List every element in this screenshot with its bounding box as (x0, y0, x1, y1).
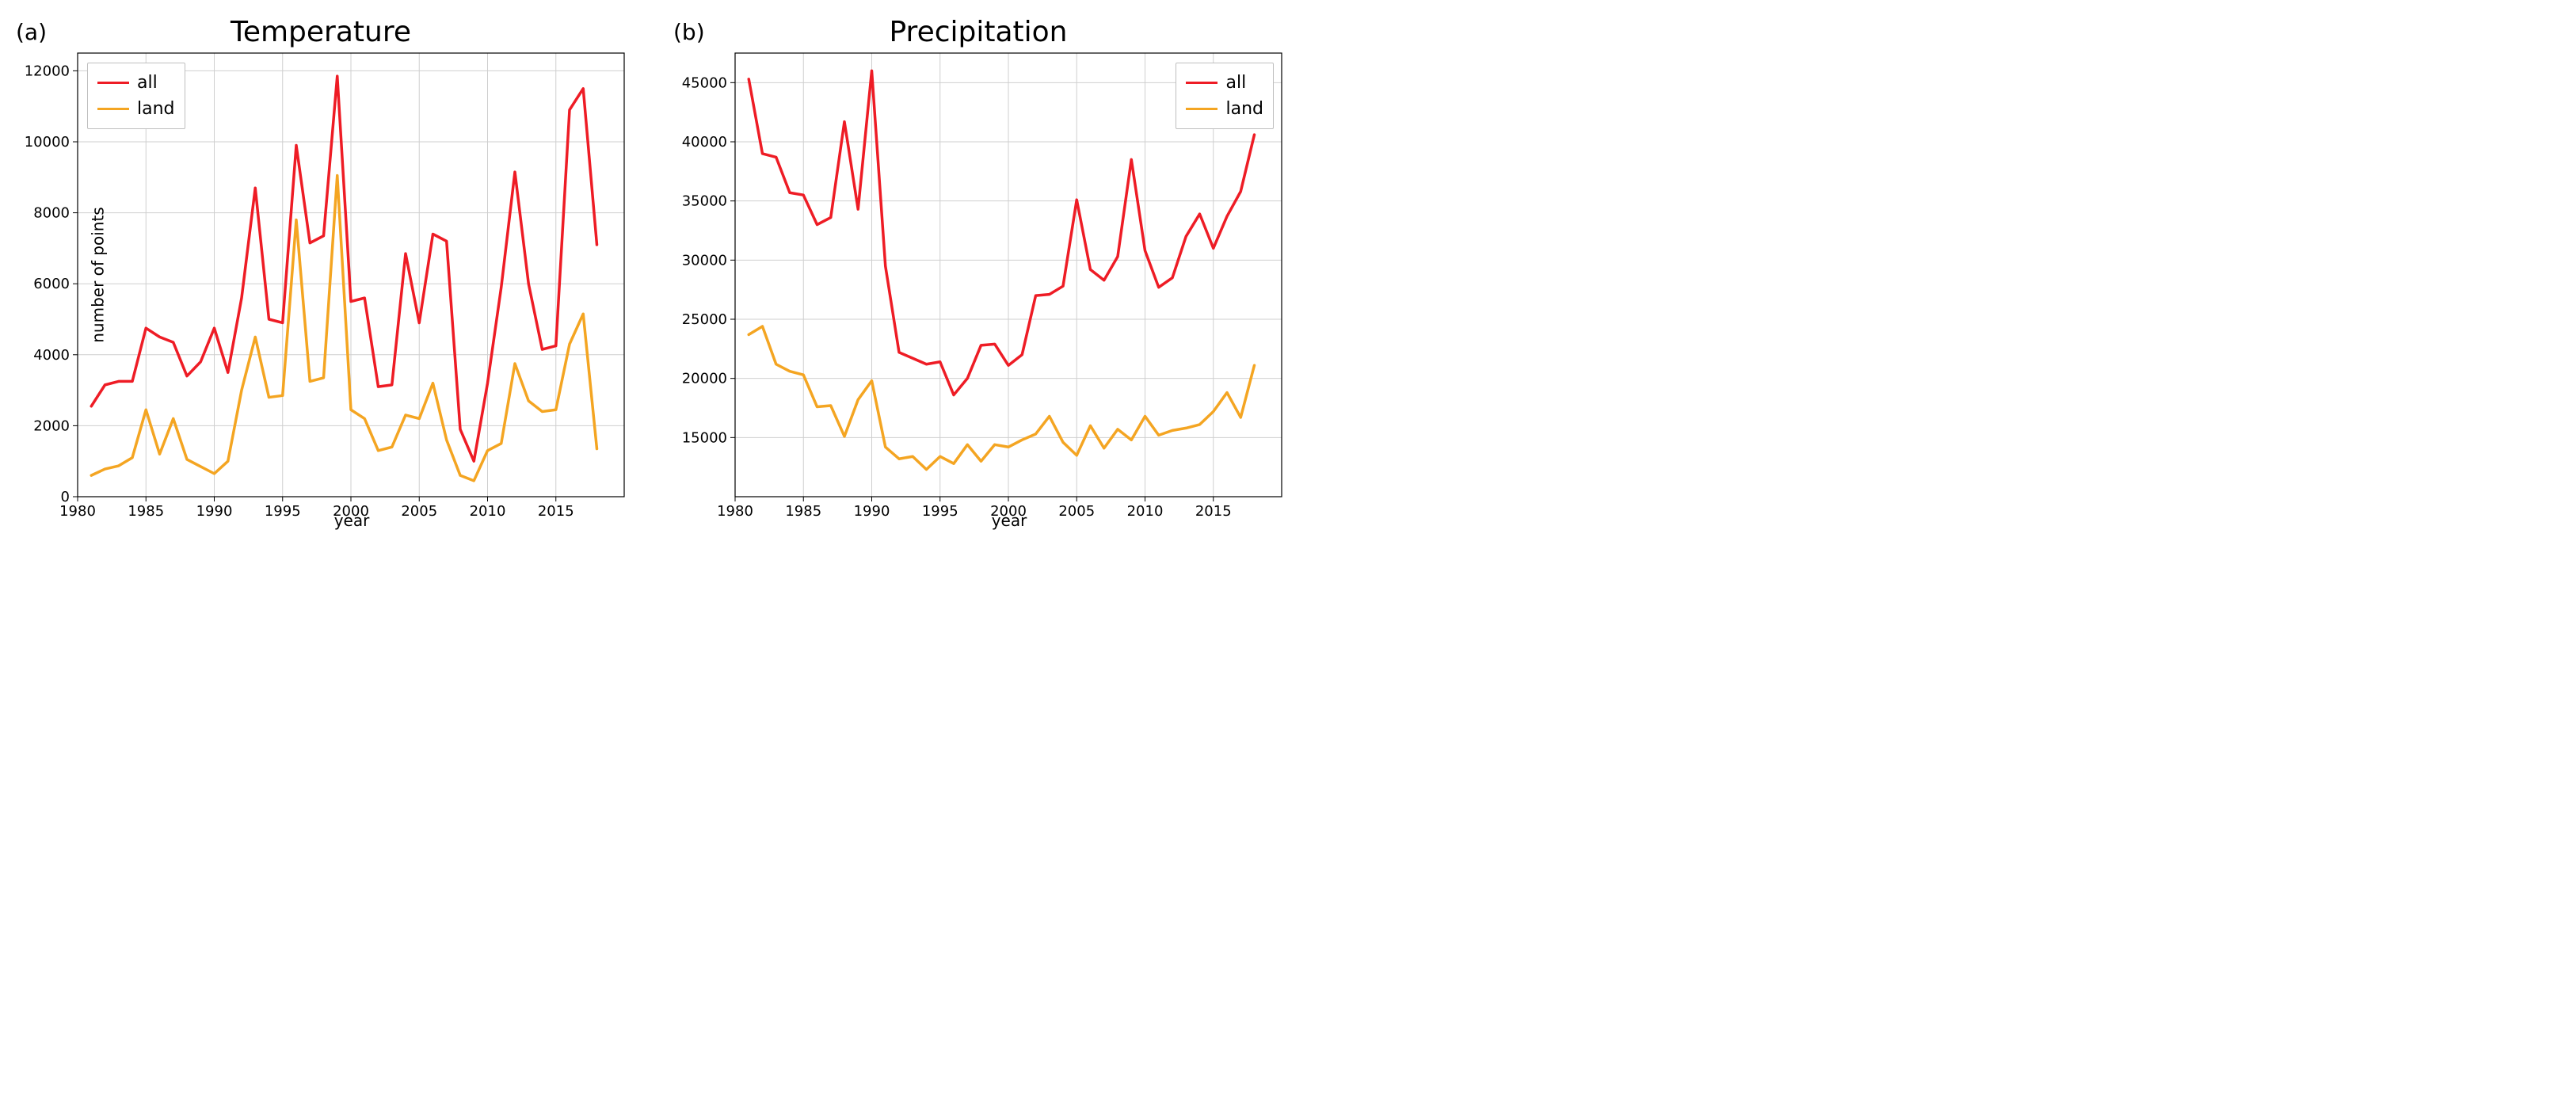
legend-item-all: all (97, 70, 175, 96)
xtick-label: 1995 (922, 503, 958, 520)
ytick-label: 4000 (33, 347, 70, 364)
legend-label: land (1225, 96, 1263, 122)
xtick-label: 2010 (1127, 503, 1164, 520)
ytick-label: 8000 (33, 205, 70, 222)
ytick-label: 12000 (25, 63, 70, 79)
panel-a-legend: allland (87, 63, 185, 129)
panel-a-plotwrap: number of points 19801985199019952000200… (78, 53, 626, 497)
legend-swatch-icon (1186, 82, 1218, 84)
legend-label: all (1225, 70, 1246, 96)
xtick-label: 1990 (854, 503, 890, 520)
ytick-label: 40000 (682, 134, 727, 151)
panel-b-xlabel: year (992, 511, 1027, 530)
ytick-label: 45000 (682, 74, 727, 91)
legend-swatch-icon (1186, 108, 1218, 110)
legend-label: land (137, 96, 175, 122)
ytick-label: 20000 (682, 371, 727, 387)
ytick-label: 2000 (33, 417, 70, 434)
panel-a-ylabel: number of points (89, 207, 108, 342)
panel-b-title: Precipitation (673, 16, 1283, 48)
legend-swatch-icon (97, 108, 129, 110)
panel-a: (a) Temperature number of points 1980198… (16, 16, 626, 533)
xtick-label: 2015 (1195, 503, 1232, 520)
legend-item-all: all (1186, 70, 1263, 96)
panel-b-label: (b) (673, 19, 705, 45)
ytick-label: 30000 (682, 252, 727, 269)
panel-b: (b) Precipitation 1980198519901995200020… (673, 16, 1283, 533)
panel-a-xlabel: year (334, 511, 370, 530)
ytick-label: 6000 (33, 276, 70, 292)
xtick-label: 2005 (1058, 503, 1095, 520)
legend-item-land: land (1186, 96, 1263, 122)
xtick-label: 2010 (470, 503, 506, 520)
ytick-label: 25000 (682, 311, 727, 328)
series-all (91, 76, 596, 461)
xtick-label: 1995 (265, 503, 301, 520)
legend-item-land: land (97, 96, 175, 122)
legend-label: all (137, 70, 158, 96)
xtick-label: 1985 (785, 503, 821, 520)
xtick-label: 1980 (717, 503, 753, 520)
panel-a-title: Temperature (16, 16, 626, 48)
xtick-label: 1990 (196, 503, 233, 520)
xtick-label: 2005 (401, 503, 437, 520)
ytick-label: 10000 (25, 134, 70, 151)
panel-a-label: (a) (16, 19, 47, 45)
panel-b-plotwrap: 1980198519901995200020052010201515000200… (735, 53, 1283, 497)
xtick-label: 1980 (59, 503, 96, 520)
ytick-label: 15000 (682, 429, 727, 446)
ytick-label: 35000 (682, 193, 727, 210)
ytick-label: 0 (61, 489, 70, 505)
panel-b-legend: allland (1176, 63, 1274, 129)
series-land (749, 326, 1254, 470)
xtick-label: 1985 (128, 503, 164, 520)
figure: (a) Temperature number of points 1980198… (16, 16, 1283, 533)
legend-swatch-icon (97, 82, 129, 84)
xtick-label: 2015 (538, 503, 574, 520)
